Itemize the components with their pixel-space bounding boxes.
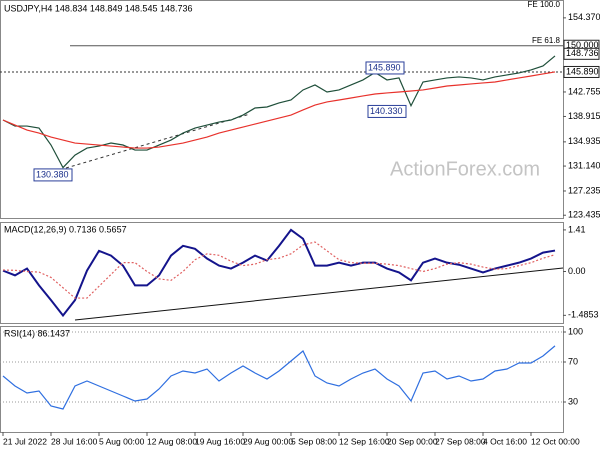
rsi-title: RSI(14) 86.1437 <box>4 328 70 338</box>
chart-title: USDJPY,H4 148.834 148.849 148.545 148.73… <box>4 3 193 13</box>
x-tick-label: 12 Aug 08:00 <box>147 436 197 446</box>
y-tick-label: 1.41 <box>568 224 586 234</box>
y-tick-label: 123.435 <box>568 210 600 220</box>
annotation-box <box>367 104 407 118</box>
series-line <box>2 228 556 318</box>
price-tag: 145.890 <box>566 66 599 76</box>
x-tick-label: 20 Sep 00:00 <box>387 436 438 446</box>
y-tick-label: 134.935 <box>568 136 600 146</box>
x-tick-label: 5 Sep 08:00 <box>291 436 337 446</box>
last-price: 148.736 <box>566 48 599 58</box>
price-tag-box <box>563 65 600 78</box>
y-tick-label: 127.235 <box>568 185 600 195</box>
x-tick-label: 29 Aug 00:00 <box>243 436 293 446</box>
series-line <box>2 55 556 169</box>
x-tick-label: 28 Jul 16:00 <box>51 436 98 446</box>
y-tick-label: 70 <box>568 356 578 366</box>
y-tick-label: 30 <box>568 396 578 406</box>
macd-trend-line <box>74 267 564 321</box>
series-line <box>2 241 556 299</box>
rsi-panel <box>0 326 564 433</box>
macd-panel <box>0 222 564 324</box>
series-line <box>2 345 556 410</box>
trend-line <box>65 113 251 169</box>
y-tick-label: 131.140 <box>568 160 600 170</box>
macd-title: MACD(12,26,9) 0.7136 0.5657 <box>4 224 127 234</box>
price-panel <box>0 0 564 219</box>
x-tick-label: 27 Sep 08:00 <box>435 436 486 446</box>
x-tick-label: 12 Sep 16:00 <box>339 436 390 446</box>
y-tick-label: 142.755 <box>568 86 600 96</box>
y-tick-label: 100 <box>568 326 583 336</box>
level-text: FE 61.8 <box>532 36 561 45</box>
x-tick-label: 19 Aug 16:00 <box>195 436 245 446</box>
last-price-box <box>563 47 600 60</box>
x-tick-label: 21 Jul 2022 <box>3 436 47 446</box>
y-tick-label: 0.00 <box>568 266 586 276</box>
fibo-text: FE 100.0 <box>528 0 561 9</box>
x-tick-label: 4 Oct 16:00 <box>483 436 527 446</box>
annotation: 145.890 <box>368 62 401 72</box>
x-tick-label: 5 Aug 00:00 <box>99 436 145 446</box>
y-tick-label: 138.915 <box>568 111 600 121</box>
y-tick-label: -1.4853 <box>568 310 599 320</box>
annotation: 130.380 <box>36 169 69 179</box>
annotation-box <box>365 61 405 75</box>
annotation: 140.330 <box>370 106 403 116</box>
y-tick-label: 154.370 <box>568 12 600 22</box>
series-line <box>2 71 556 149</box>
watermark: ActionForex.com <box>390 158 540 180</box>
x-tick-label: 12 Oct 00:00 <box>531 436 580 446</box>
annotation-box <box>33 168 73 182</box>
price-tag: 150.000 <box>566 40 599 50</box>
